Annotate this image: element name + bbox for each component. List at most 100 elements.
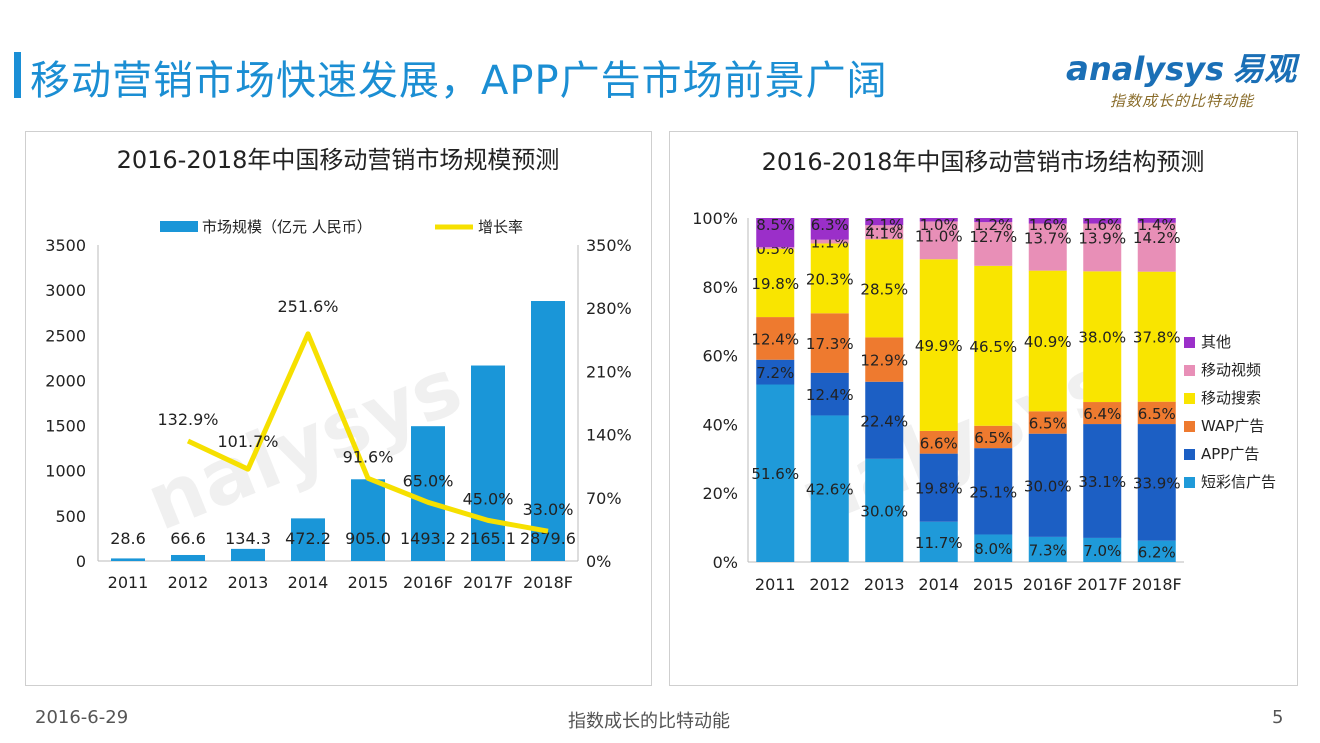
bar-value-label: 28.6 — [110, 529, 146, 548]
segment-value-label: 33.9% — [1133, 474, 1181, 492]
segment-value-label: 19.8% — [915, 480, 963, 498]
stack-segment — [756, 248, 795, 318]
brand-logo: analysys 易观 指数成长的比特动能 — [1066, 44, 1296, 114]
segment-value-label: 13.7% — [1024, 230, 1072, 248]
stack-segment — [919, 259, 958, 431]
growth-value-label: 45.0% — [463, 489, 514, 508]
y-tick-left: 3000 — [45, 281, 86, 300]
legend-label: 短彩信广告 — [1201, 473, 1276, 491]
stack-segment — [974, 265, 1013, 426]
bar-value-label: 66.6 — [170, 529, 206, 548]
y-tick-left: 500 — [55, 507, 86, 526]
x-tick-label: 2017F — [1077, 575, 1127, 594]
stack-segment — [756, 317, 795, 360]
segment-value-label: 13.9% — [1078, 230, 1126, 248]
legend-label: 移动搜索 — [1201, 389, 1261, 407]
x-tick-label: 2018F — [1132, 575, 1182, 594]
stack-segment — [1137, 271, 1176, 402]
bar — [351, 479, 385, 561]
stack-segment — [1137, 222, 1176, 272]
bar-value-label: 1493.2 — [400, 529, 456, 548]
stack-segment — [1028, 270, 1067, 412]
legend-swatch — [1184, 477, 1195, 488]
segment-value-label: 6.4% — [1083, 405, 1121, 423]
y-tick-right: 280% — [586, 299, 632, 318]
stack-segment — [756, 384, 795, 562]
x-tick-label: 2014 — [918, 575, 959, 594]
stack-segment — [1028, 411, 1067, 434]
legend-label: 移动视频 — [1201, 361, 1261, 379]
y-tick-label: 0% — [713, 553, 738, 572]
stack-segment — [1083, 223, 1122, 272]
segment-value-label: 6.5% — [974, 429, 1012, 447]
chart-panel-market-size: nalysys 2016-2018年中国移动营销市场规模预测 市场规模（亿元 人民币… — [25, 131, 652, 686]
legend-label: WAP广告 — [1201, 417, 1264, 435]
stack-segment — [974, 534, 1013, 562]
legend-swatch-bar — [160, 221, 198, 232]
legend-label: APP广告 — [1201, 445, 1259, 463]
y-tick-left: 1500 — [45, 417, 86, 436]
bar — [531, 301, 565, 561]
chart-title: 2016-2018年中国移动营销市场规模预测 — [117, 146, 560, 174]
stack-segment — [1137, 424, 1176, 541]
stack-segment — [810, 239, 849, 244]
stack-segment — [1083, 218, 1122, 224]
segment-value-label: 28.5% — [860, 280, 908, 298]
market-structure-chart: nalysys2016-2018年中国移动营销市场结构预测0%20%40%60%… — [692, 148, 1276, 594]
stack-segment — [865, 225, 904, 240]
segment-value-label: 40.9% — [1024, 333, 1072, 351]
segment-value-label: 6.5% — [1138, 405, 1176, 423]
stack-segment — [974, 448, 1013, 535]
bar-value-label: 472.2 — [285, 529, 331, 548]
segment-value-label: 6.3% — [811, 216, 849, 234]
logo-cn: 易观 — [1232, 50, 1297, 88]
y-tick-left: 0 — [76, 552, 86, 571]
segment-value-label: 8.5% — [756, 216, 794, 234]
x-tick-label: 2016F — [1023, 575, 1073, 594]
segment-value-label: 17.3% — [806, 335, 854, 353]
stack-segment — [974, 222, 1013, 266]
stack-segment — [1028, 218, 1067, 224]
y-tick-right: 350% — [586, 236, 632, 255]
logo-wordmark: analysys 易观 — [1066, 44, 1296, 90]
x-tick-label: 2015 — [348, 573, 389, 592]
y-tick-right: 140% — [586, 426, 632, 445]
legend-swatch — [1184, 337, 1195, 348]
page-number: 5 — [1272, 707, 1284, 728]
stack-segment — [756, 218, 795, 248]
legend-swatch — [1184, 365, 1195, 376]
segment-value-label: 6.6% — [920, 434, 958, 452]
segment-value-label: 2.1% — [865, 216, 903, 234]
x-tick-label: 2012 — [809, 575, 850, 594]
x-tick-label: 2011 — [108, 573, 149, 592]
segment-value-label: 12.7% — [969, 228, 1017, 246]
stack-segment — [1137, 401, 1176, 425]
legend-label-line: 增长率 — [478, 218, 523, 236]
stack-segment — [810, 415, 849, 562]
segment-value-label: 30.0% — [1024, 477, 1072, 495]
footer-slogan: 指数成长的比特动能 — [568, 711, 730, 732]
segment-value-label: 1.6% — [1083, 216, 1121, 234]
segment-value-label: 1.2% — [974, 216, 1012, 234]
page-title: 移动营销市场快速发展，APP广告市场前景广阔 — [30, 58, 888, 104]
stack-segment — [1083, 271, 1122, 403]
logo-a-icon: a — [1066, 49, 1089, 89]
stack-segment — [865, 381, 904, 459]
x-tick-label: 2011 — [755, 575, 796, 594]
x-tick-label: 2012 — [168, 573, 209, 592]
y-tick-right: 210% — [586, 362, 632, 381]
segment-value-label: 19.8% — [751, 275, 799, 293]
bar — [471, 365, 505, 561]
bar — [291, 518, 325, 561]
segment-value-label: 4.1% — [865, 224, 903, 242]
y-tick-left: 1000 — [45, 462, 86, 481]
stack-segment — [756, 359, 795, 385]
segment-value-label: 42.6% — [806, 481, 854, 499]
stack-segment — [865, 337, 904, 382]
stack-segment — [919, 218, 958, 222]
segment-value-label: 38.0% — [1078, 329, 1126, 347]
segment-value-label: 7.0% — [1083, 542, 1121, 560]
growth-value-label: 65.0% — [403, 471, 454, 490]
segment-value-label: 1.0% — [920, 216, 958, 234]
growth-value-label: 33.0% — [523, 500, 574, 519]
